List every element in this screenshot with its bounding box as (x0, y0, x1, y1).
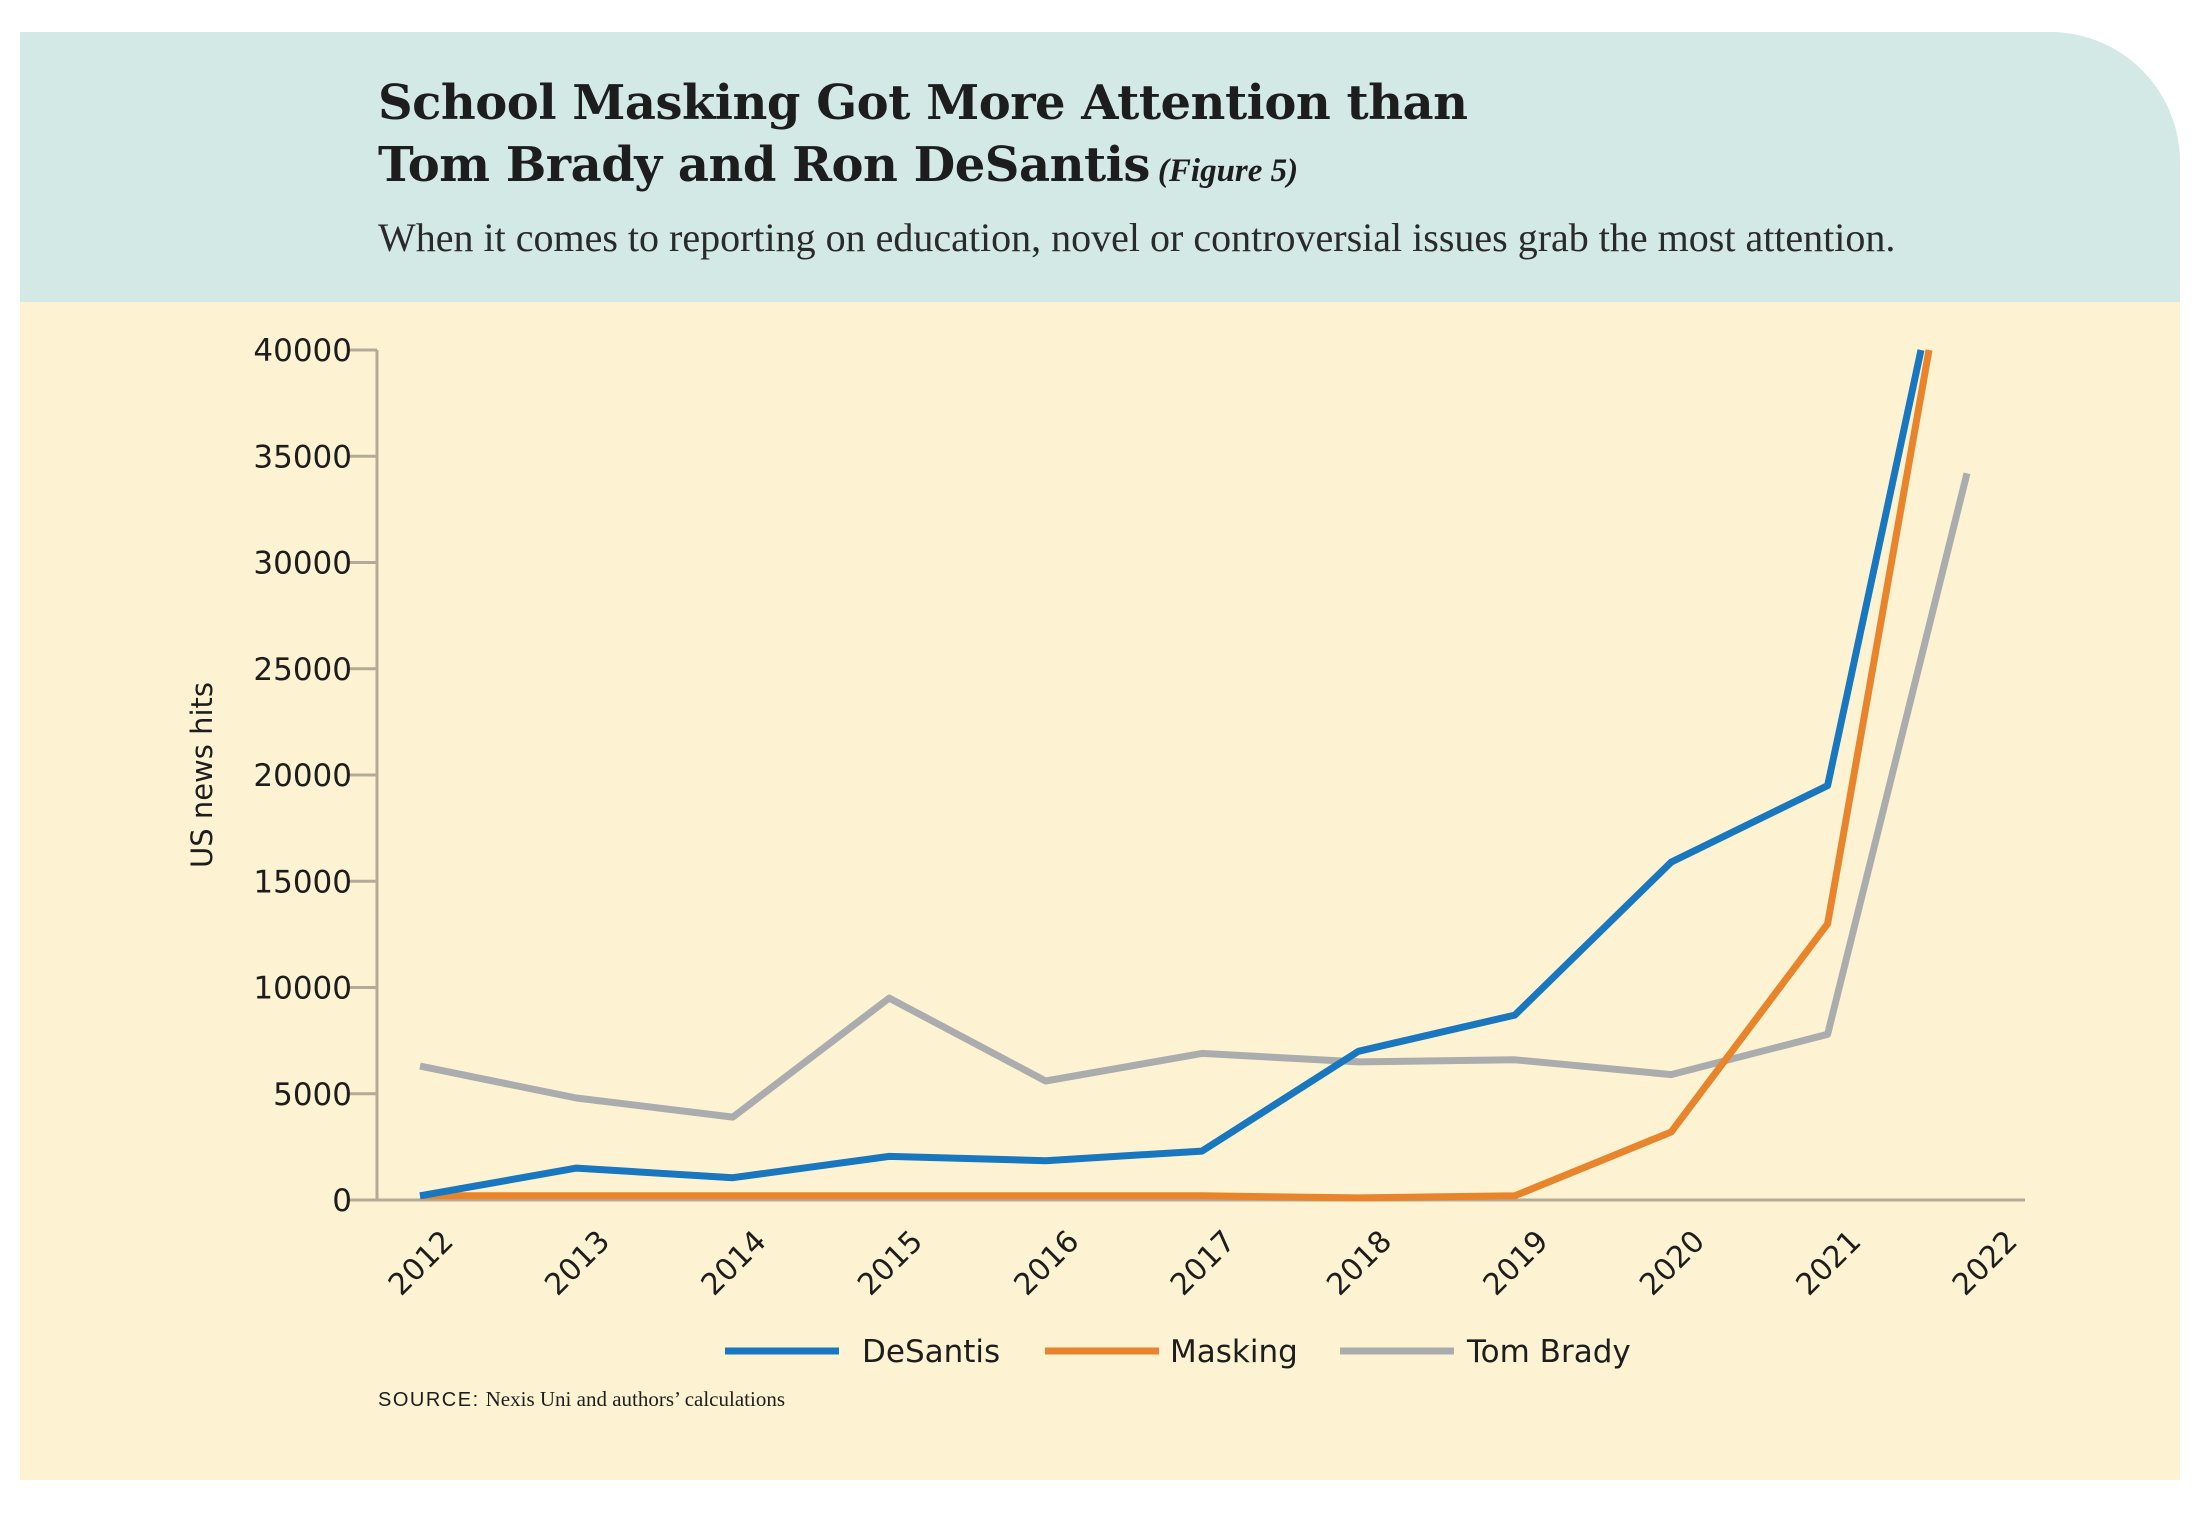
chart-title-line-1: School Masking Got More Attention than (378, 75, 1468, 131)
chart-title-line-2: Tom Brady and Ron DeSantis (Figure 5) (378, 134, 1468, 202)
series-line-desantis (419, 349, 1925, 1200)
x-tick-label: 2019 (1477, 1224, 1556, 1303)
source-text: Nexis Uni and authors’ calculations (485, 1387, 785, 1411)
x-tick-label: 2022 (1946, 1224, 2025, 1303)
source-note: SOURCE: Nexis Uni and authors’ calculatio… (378, 1387, 785, 1412)
source-label: SOURCE: (378, 1389, 480, 1411)
figure-panel: School Masking Got More Attention than T… (20, 32, 2180, 1480)
y-tick-label: 40000 (253, 333, 352, 369)
line-chart: 0 5000 10000 15000 20000 25000 30000 35000 40000… (185, 333, 2025, 1370)
y-tick-label: 35000 (253, 439, 352, 475)
y-tick-label: 10000 (253, 971, 352, 1007)
x-tick-label: 2016 (1008, 1224, 1087, 1303)
y-axis-label: US news hits (185, 682, 219, 868)
x-tick-label: 2014 (695, 1224, 774, 1303)
y-tick-label: 30000 (253, 546, 352, 582)
legend-label-masking: Masking (1170, 1334, 1298, 1370)
figure-header: School Masking Got More Attention than T… (20, 32, 2180, 302)
chart-title-line-2-text: Tom Brady and Ron DeSantis (378, 137, 1150, 193)
figure-label: (Figure 5) (1157, 153, 1299, 189)
y-tick-label: 5000 (273, 1077, 352, 1113)
x-tick-label: 2020 (1633, 1224, 1712, 1303)
y-tick-label: 15000 (253, 864, 352, 900)
chart-subtitle: When it comes to reporting on education,… (378, 215, 1896, 260)
legend-label-desantis: DeSantis (862, 1334, 1000, 1370)
x-tick-label: 2018 (1320, 1224, 1399, 1303)
y-tick-label: 0 (332, 1183, 352, 1219)
legend-label-tom-brady: Tom Brady (1466, 1334, 1631, 1370)
x-tick-label: 2015 (851, 1224, 930, 1303)
series-line-tom-brady (419, 472, 1971, 1121)
x-tick-label: 2021 (1790, 1224, 1869, 1303)
y-tick-label: 20000 (253, 758, 352, 794)
x-tick-label: 2017 (1164, 1224, 1243, 1303)
chart-title: School Masking Got More Attention than T… (378, 72, 1468, 202)
x-tick-label: 2013 (538, 1224, 617, 1303)
y-tick-label: 25000 (253, 652, 352, 688)
series-line-masking (420, 349, 1933, 1202)
x-tick-label: 2012 (382, 1224, 461, 1303)
